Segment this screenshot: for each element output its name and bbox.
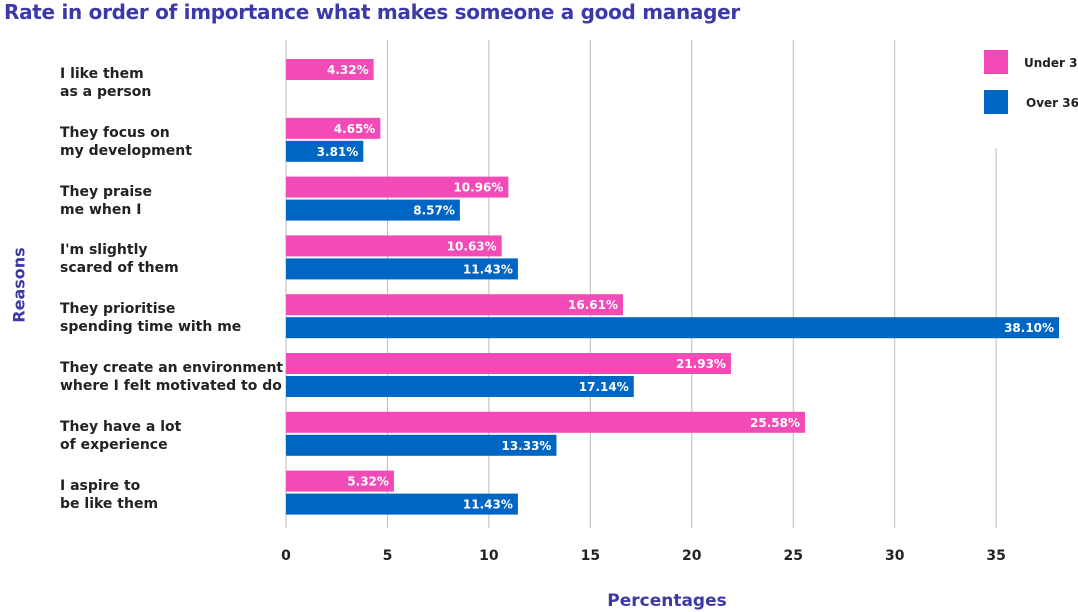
bar-under-36 bbox=[286, 176, 509, 198]
data-label: 10.63% bbox=[447, 239, 497, 253]
category-label-line: be like them bbox=[60, 495, 159, 512]
data-label: 13.33% bbox=[501, 439, 551, 453]
data-label: 5.32% bbox=[347, 475, 389, 489]
category-label-line: me when I bbox=[60, 201, 142, 218]
category-label: They have a lot of experience bbox=[60, 418, 280, 454]
bar-under-36 bbox=[286, 117, 381, 139]
data-label: 3.81% bbox=[317, 145, 359, 159]
data-label: 11.43% bbox=[463, 498, 513, 512]
category-label-line: I'm slightly bbox=[60, 242, 148, 259]
category-label-line: as a person bbox=[60, 84, 152, 100]
x-tick-label-30: 30 bbox=[885, 548, 905, 564]
x-tick-label-10: 10 bbox=[479, 548, 499, 564]
category-label: I'm slightly scared of them bbox=[60, 241, 280, 277]
x-tick-label-20: 20 bbox=[682, 548, 702, 564]
category-label: They focus on my development bbox=[60, 124, 280, 160]
legend-swatch-under-36 bbox=[984, 50, 1008, 74]
data-label: 4.32% bbox=[327, 63, 369, 77]
category-label: They create an environment where I felt m… bbox=[60, 359, 284, 395]
category-label-line: They create an environment bbox=[60, 360, 284, 376]
data-label: 8.57% bbox=[413, 204, 455, 218]
data-label: 4.65% bbox=[334, 122, 376, 136]
bar-under-36 bbox=[286, 411, 806, 433]
bar-over-36 bbox=[286, 140, 364, 162]
x-tick-label-35: 35 bbox=[986, 548, 1005, 564]
category-label-line: spending time with me bbox=[60, 319, 242, 336]
x-tick-label-15: 15 bbox=[581, 548, 600, 564]
legend-label-under-36: Under 36 bbox=[1024, 56, 1078, 70]
bar-over-36 bbox=[286, 434, 557, 456]
x-tick-label-25: 25 bbox=[784, 548, 803, 564]
x-tick-label-5: 5 bbox=[383, 548, 393, 564]
category-label-line: They have a lot bbox=[60, 418, 182, 435]
category-label-line: They focus on bbox=[60, 124, 170, 141]
bar-under-36 bbox=[286, 353, 731, 374]
bar-under-36 bbox=[286, 235, 502, 257]
bar-over-36 bbox=[286, 376, 634, 397]
bar-over-36 bbox=[286, 317, 1060, 339]
category-label: I aspire to be like them bbox=[60, 477, 280, 513]
category-label: They praise me when I bbox=[60, 183, 280, 219]
x-axis-label: Percentages bbox=[607, 591, 727, 611]
legend-label-over-36: Over 36 bbox=[1026, 96, 1078, 110]
category-label-line: my development bbox=[60, 142, 192, 159]
data-label: 21.93% bbox=[676, 357, 726, 371]
legend-swatch-over-36 bbox=[984, 90, 1008, 114]
data-label: 17.14% bbox=[579, 380, 629, 394]
bar-over-36 bbox=[286, 199, 460, 221]
bar-under-36 bbox=[286, 470, 394, 492]
bar-over-36 bbox=[286, 493, 518, 515]
data-label: 10.96% bbox=[453, 181, 503, 195]
category-label-line: scared of them bbox=[60, 260, 179, 277]
bar-under-36 bbox=[286, 59, 374, 80]
data-label: 38.10% bbox=[1004, 321, 1054, 335]
category-label-line: I like them bbox=[60, 66, 144, 82]
bar-over-36 bbox=[286, 258, 518, 280]
data-label: 25.58% bbox=[750, 416, 800, 430]
category-label: I like them as a person bbox=[60, 65, 280, 101]
category-label-line: They prioritise bbox=[60, 301, 176, 318]
category-label-line: I aspire to bbox=[60, 477, 141, 494]
data-label: 11.43% bbox=[463, 262, 513, 276]
bar-under-36 bbox=[286, 294, 624, 316]
category-label-line: where I felt motivated to do bbox=[60, 378, 282, 394]
category-label-line: They praise bbox=[60, 183, 153, 200]
category-label: They prioritise spending time with me bbox=[60, 300, 280, 336]
category-label-line: of experience bbox=[60, 436, 168, 453]
chart-title: Rate in order of importance what makes s… bbox=[4, 0, 740, 24]
x-tick-label-0: 0 bbox=[281, 548, 291, 564]
data-label: 16.61% bbox=[568, 298, 618, 312]
